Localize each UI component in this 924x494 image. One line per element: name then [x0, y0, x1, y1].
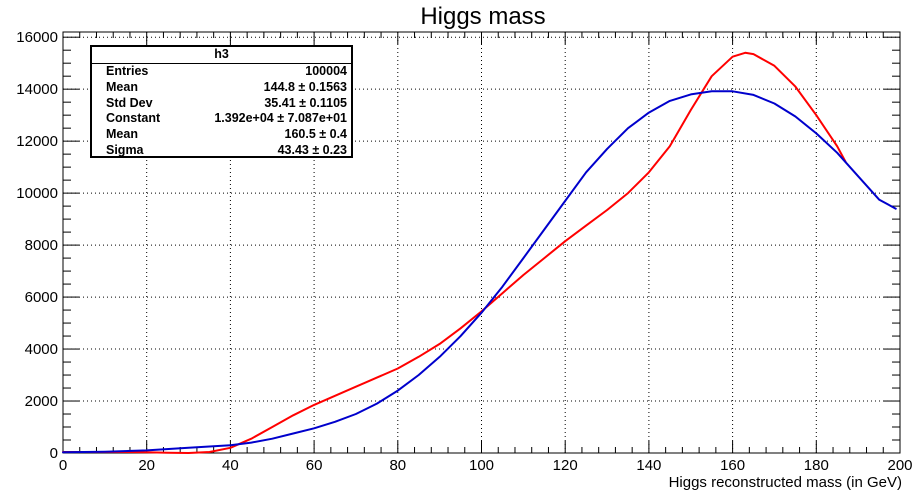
y-tick-label: 2000	[25, 393, 58, 410]
x-tick-label: 140	[636, 457, 661, 474]
x-tick-label: 0	[59, 457, 67, 474]
stats-box-rows: Entries 100004 Mean 144.8 ± 0.1563 Std Dev 35…	[92, 64, 351, 159]
stats-row: Std Dev 35.41 ± 0.1105	[92, 96, 351, 112]
stats-row-label: Entries	[106, 64, 149, 78]
x-tick-label: 80	[389, 457, 406, 474]
x-axis-label: Higgs reconstructed mass (in GeV)	[669, 474, 902, 491]
stats-row: Mean 144.8 ± 0.1563	[92, 80, 351, 96]
x-tick-label: 40	[222, 457, 239, 474]
y-tick-label: 10000	[16, 185, 58, 202]
y-tick-label: 6000	[25, 289, 58, 306]
x-tick-label: 160	[720, 457, 745, 474]
stats-row-label: Mean	[106, 127, 138, 142]
stats-row-label: Std Dev	[106, 95, 153, 110]
stats-row: Entries 100004	[92, 64, 351, 80]
stats-box-title: h3	[92, 47, 351, 64]
tick-labels: 0 20 40 60 80 100 120 140 160 180 2000200040006000…	[16, 29, 912, 474]
x-tick-label: 20	[138, 457, 155, 474]
stats-row-label: Sigma	[106, 142, 144, 157]
y-tick-label: 8000	[25, 237, 58, 254]
stats-row: Sigma 43.43 ± 0.23	[92, 143, 351, 159]
stats-row-value: 100004	[305, 64, 347, 78]
series-layer	[62, 51, 897, 454]
y-tick-label: 14000	[16, 81, 58, 98]
axes	[62, 31, 901, 454]
stats-row-value: 144.8 ± 0.1563	[263, 79, 347, 94]
stats-row-value: 43.43 ± 0.23	[277, 142, 347, 157]
stats-row-value: 35.41 ± 0.1105	[264, 95, 347, 110]
x-tick-label: 120	[553, 457, 578, 474]
x-tick-label: 180	[804, 457, 829, 474]
y-tick-label: 12000	[16, 133, 58, 150]
y-tick-label: 16000	[16, 29, 58, 46]
x-tick-label: 100	[469, 457, 494, 474]
stats-row-value: 1.392e+04 ± 7.087e+01	[214, 111, 347, 126]
stats-row-label: Constant	[106, 111, 161, 126]
y-tick-label: 0	[50, 445, 58, 462]
stats-row: Constant 1.392e+04 ± 7.087e+01	[92, 111, 351, 127]
stats-box: h3 Entries 100004 Mean 144.8 ± 0.1563 Std De…	[90, 45, 353, 158]
x-tick-label: 60	[306, 457, 323, 474]
x-tick-label: 200	[887, 457, 912, 474]
y-tick-label: 4000	[25, 341, 58, 358]
chart-title: Higgs mass	[420, 3, 545, 30]
stats-row-label: Mean	[106, 79, 138, 94]
stats-row-value: 160.5 ± 0.4	[284, 127, 347, 142]
series-line-2	[62, 90, 897, 454]
stats-row: Mean 160.5 ± 0.4	[92, 127, 351, 143]
